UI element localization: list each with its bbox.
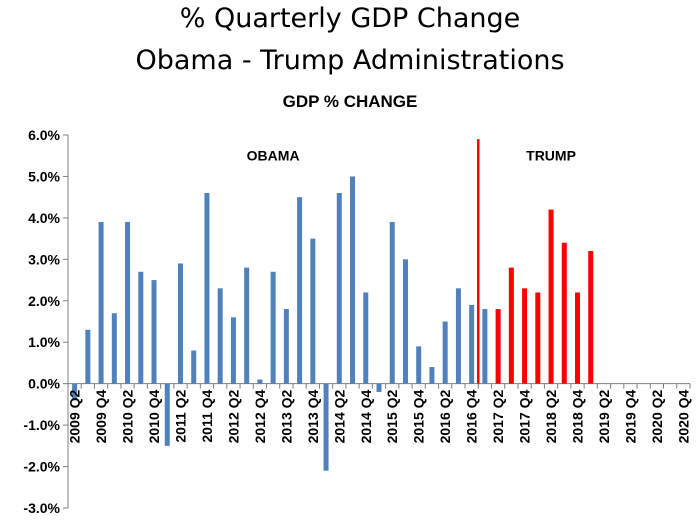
bar-obama: [151, 280, 157, 384]
bar-obama: [270, 271, 276, 384]
annotation-trump: TRUMP: [526, 148, 576, 164]
x-tick-label: 2016 Q2: [437, 389, 453, 443]
bar-trump: [495, 309, 501, 384]
bar-obama: [230, 317, 236, 384]
x-tick-label: 2011 Q4: [199, 389, 215, 442]
x-tick-label: 2018 Q2: [543, 389, 559, 443]
bar-obama: [402, 259, 408, 384]
bar-obama: [389, 222, 395, 384]
y-tick-label: 4.0%: [28, 210, 60, 226]
bar-obama: [350, 176, 356, 384]
y-tick-label: 2.0%: [28, 293, 60, 309]
x-tick-label: 2012 Q4: [252, 389, 268, 443]
y-tick-label: -3.0%: [23, 500, 60, 516]
x-tick-label: 2014 Q4: [358, 389, 374, 443]
bar-trump: [508, 267, 514, 384]
bar-obama: [217, 288, 223, 384]
bar-obama: [323, 383, 329, 471]
bar-obama: [310, 238, 316, 384]
bar-obama: [191, 350, 197, 384]
y-tick-label: 0.0%: [28, 376, 60, 392]
bar-trump: [535, 292, 541, 384]
x-tick-label: 2020 Q4: [675, 389, 691, 443]
bar-obama: [204, 193, 210, 384]
bar-obama: [138, 271, 144, 384]
chart-title-line-2: Obama - Trump Administrations: [135, 45, 565, 76]
x-tick-label: 2019 Q2: [596, 389, 612, 443]
bar-obama: [442, 321, 448, 384]
chart-title-line-1: % Quarterly GDP Change: [179, 3, 521, 34]
bar-obama: [244, 267, 250, 384]
y-tick-label: -1.0%: [23, 417, 60, 433]
bar-obama: [363, 292, 369, 384]
bar-obama: [283, 309, 289, 384]
x-tick-label: 2013 Q2: [278, 389, 294, 443]
bar-trump: [561, 242, 567, 384]
bar-trump: [548, 209, 554, 384]
bar-obama: [72, 383, 78, 401]
bar-trump: [575, 292, 581, 384]
bar-obama: [164, 383, 170, 446]
chart-subtitle: GDP % CHANGE: [282, 92, 418, 111]
bar-obama: [111, 313, 117, 384]
x-tick-label: 2011 Q2: [172, 389, 188, 442]
annotation-obama: OBAMA: [247, 148, 300, 164]
x-tick-label: 2015 Q4: [411, 389, 427, 443]
y-tick-label: 1.0%: [28, 334, 60, 350]
x-tick-label: 2009 Q2: [67, 389, 83, 443]
bar-trump: [522, 288, 528, 384]
y-tick-label: 3.0%: [28, 251, 60, 267]
x-tick-label: 2019 Q4: [622, 389, 638, 443]
x-tick-label: 2014 Q2: [331, 389, 347, 443]
bar-obama: [125, 222, 131, 384]
bar-trump: [588, 251, 594, 384]
x-tick-label: 2012 Q2: [225, 389, 241, 443]
bar-obama: [429, 367, 435, 384]
x-tick-label: 2020 Q2: [649, 389, 665, 443]
x-tick-label: 2013 Q4: [305, 389, 321, 443]
x-tick-label: 2009 Q4: [93, 389, 109, 443]
bar-obama: [376, 383, 382, 392]
y-tick-label: 6.0%: [28, 127, 60, 143]
x-tick-label: 2018 Q4: [570, 389, 586, 443]
bar-obama: [336, 193, 342, 384]
bar-obama: [85, 329, 91, 384]
bar-obama: [482, 309, 488, 384]
bar-obama: [469, 304, 475, 384]
x-tick-label: 2010 Q4: [146, 389, 162, 443]
y-tick-label: 5.0%: [28, 168, 60, 184]
bar-obama: [257, 379, 263, 384]
x-tick-label: 2010 Q2: [120, 389, 136, 443]
y-tick-label: -2.0%: [23, 459, 60, 475]
x-tick-label: 2017 Q2: [490, 389, 506, 443]
bar-obama: [416, 346, 422, 384]
bar-obama: [455, 288, 461, 384]
x-tick-label: 2016 Q4: [464, 389, 480, 443]
bar-obama: [297, 197, 303, 384]
x-tick-label: 2017 Q4: [517, 389, 533, 443]
bar-obama: [98, 222, 104, 384]
bar-obama: [177, 263, 183, 384]
x-tick-label: 2015 Q2: [384, 389, 400, 443]
